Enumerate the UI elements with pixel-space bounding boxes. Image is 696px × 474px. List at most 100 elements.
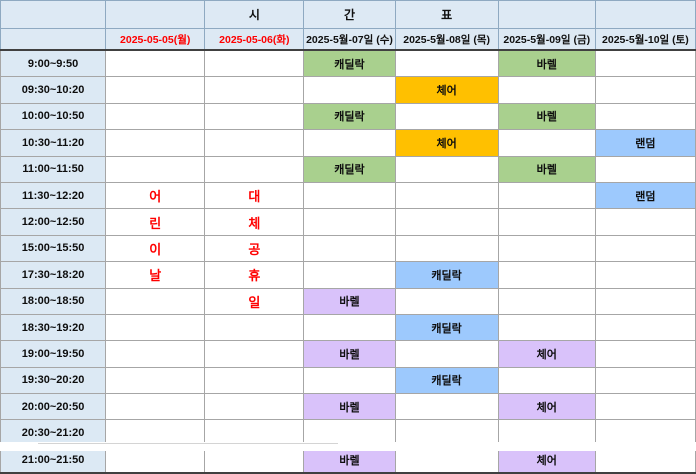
class-cell-day1[interactable]: 린 [105,208,206,236]
empty-cell-day4 [394,393,499,421]
title-char-cell-3: 간 [303,0,396,29]
time-slot-label: 9:00~9:50 [0,49,107,78]
class-cell-day5[interactable]: 체어 [497,340,596,368]
empty-cell-day6 [594,49,696,78]
schedule-row: 18:00~18:50 일 바렐 [0,287,696,315]
empty-cell-day5 [497,76,596,104]
time-slot-label: 10:00~10:50 [0,102,107,131]
class-cell-day4[interactable]: 체어 [394,76,499,104]
class-cell-day2[interactable]: 일 [204,287,305,315]
empty-cell-day6 [594,208,696,236]
class-cell-day1[interactable]: 이 [105,234,206,263]
time-slot-label: 19:30~20:20 [0,366,107,395]
column-header-day6: 2025-5월-10일 (토) [594,28,696,51]
class-cell-day4[interactable]: 캐딜락 [394,261,499,289]
empty-cell-day1 [105,340,206,368]
schedule-row: 11:00~11:50 캐딜락 바렐 [0,155,696,183]
time-slot-label: 09:30~10:20 [0,76,107,104]
empty-cell-day1 [105,287,206,315]
empty-cell-day6 [594,313,696,342]
time-slot-label: 18:30~19:20 [0,313,107,342]
empty-cell-day1 [105,129,206,157]
time-slot-label: 11:00~11:50 [0,155,107,183]
empty-cell-day2 [204,49,305,78]
time-slot-label: 12:00~12:50 [0,208,107,236]
class-cell-day5[interactable]: 체어 [497,393,596,421]
class-cell-day2[interactable]: 공 [204,234,305,263]
empty-cell-day2 [204,340,305,368]
title-char-cell-5 [497,0,596,29]
empty-cell-day5 [497,129,596,157]
empty-cell-day6 [594,393,696,421]
class-cell-day3[interactable]: 캐딜락 [303,155,396,183]
empty-cell-day2 [204,313,305,342]
time-slot-label: 15:00~15:50 [0,234,107,263]
empty-cell-day1 [105,76,206,104]
empty-cell-day1 [105,366,206,395]
time-slot-label: 17:30~18:20 [0,261,107,289]
empty-cell-day6 [594,76,696,104]
title-char-cell-4: 표 [394,0,499,29]
empty-cell-day3 [303,208,396,236]
empty-cell-day1 [105,102,206,131]
class-cell-day3[interactable]: 캐딜락 [303,102,396,131]
empty-cell-day6 [594,155,696,183]
title-char-cell-2: 시 [204,0,305,29]
empty-cell-day3 [303,366,396,395]
cut-off-row-sliver [0,442,696,451]
class-cell-day3[interactable]: 바렐 [303,393,396,421]
empty-cell-day2 [204,393,305,421]
schedule-row: 11:30~12:20 어 대 랜덤 [0,181,696,210]
column-header-day1: 2025-05-05(월) [105,28,206,51]
schedule-row: 15:00~15:50 이 공 [0,234,696,263]
sliver-line [38,443,338,444]
empty-cell-day2 [204,129,305,157]
column-header-day5: 2025-5월-09일 (금) [497,28,596,51]
class-cell-day6[interactable]: 랜덤 [594,129,696,157]
empty-cell-day2 [204,155,305,183]
empty-cell-day5 [497,181,596,210]
class-cell-day4[interactable]: 체어 [394,129,499,157]
empty-cell-day3 [303,76,396,104]
empty-cell-day6 [594,340,696,368]
class-cell-day5[interactable]: 바렐 [497,49,596,78]
empty-cell-day6 [594,102,696,131]
class-cell-day3[interactable]: 바렐 [303,340,396,368]
empty-cell-day2 [204,102,305,131]
class-cell-day2[interactable]: 휴 [204,261,305,289]
class-cell-day3[interactable]: 바렐 [303,287,396,315]
schedule-row: 20:00~20:50 바렐 체어 [0,393,696,421]
column-header-day2: 2025-05-06(화) [204,28,305,51]
empty-cell-day4 [394,287,499,315]
time-slot-label: 11:30~12:20 [0,181,107,210]
title-char-cell-0 [0,0,107,29]
empty-cell-day4 [394,49,499,78]
class-cell-day2[interactable]: 대 [204,181,305,210]
class-cell-day1[interactable]: 날 [105,261,206,289]
empty-cell-day5 [497,366,596,395]
empty-cell-day6 [594,366,696,395]
class-cell-day5[interactable]: 바렐 [497,102,596,131]
empty-cell-day5 [497,208,596,236]
empty-cell-day4 [394,181,499,210]
column-header-day3: 2025-5월-07일 (수) [303,28,396,51]
empty-cell-day3 [303,181,396,210]
time-slot-label: 18:00~18:50 [0,287,107,315]
class-cell-day4[interactable]: 캐딜락 [394,366,499,395]
class-cell-day5[interactable]: 바렐 [497,155,596,183]
time-slot-label: 20:00~20:50 [0,393,107,421]
class-cell-day2[interactable]: 체 [204,208,305,236]
class-cell-day6[interactable]: 랜덤 [594,181,696,210]
title-char-cell-6 [594,0,696,29]
header-corner [0,28,107,51]
schedule-row: 9:00~9:50 캐딜락 바렐 [0,49,696,78]
class-cell-day4[interactable]: 캐딜락 [394,313,499,342]
class-cell-day3[interactable]: 캐딜락 [303,49,396,78]
title-char-cell-1 [105,0,206,29]
class-cell-day1[interactable]: 어 [105,181,206,210]
schedule-row: 19:00~19:50 바렐 체어 [0,340,696,368]
empty-cell-day3 [303,129,396,157]
empty-cell-day1 [105,313,206,342]
